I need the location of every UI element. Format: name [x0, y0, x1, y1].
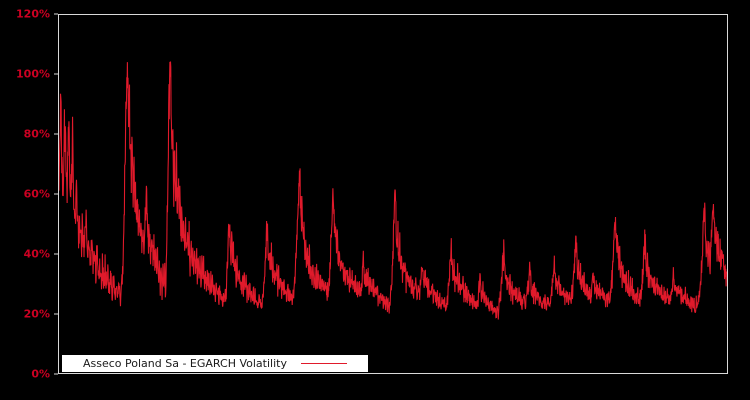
- legend-line-swatch: [300, 363, 347, 364]
- y-axis-tick-mark: [54, 73, 58, 75]
- y-axis-tick-label: 80%: [23, 127, 50, 141]
- y-axis-tick-mark: [54, 193, 58, 195]
- volatility-series: [59, 61, 727, 320]
- legend-box: Asseco Poland Sa - EGARCH Volatility: [62, 355, 368, 372]
- y-axis-tick-label: 120%: [16, 7, 50, 21]
- y-axis-tick-label: 40%: [23, 247, 50, 261]
- y-axis-tick-label: 100%: [16, 67, 50, 81]
- y-axis-tick-mark: [54, 13, 58, 15]
- y-axis-tick-mark: [54, 373, 58, 375]
- y-axis-tick-mark: [54, 133, 58, 135]
- plot-area: [58, 14, 728, 374]
- y-axis-tick-label: 0%: [31, 367, 50, 381]
- y-axis-tick-mark: [54, 313, 58, 315]
- legend-label: Asseco Poland Sa - EGARCH Volatility: [83, 357, 287, 370]
- y-axis-tick-label: 20%: [23, 307, 50, 321]
- y-axis-tick-mark: [54, 253, 58, 255]
- y-axis: 0% 20% 40% 60% 80% 100% 120%: [0, 0, 58, 400]
- series-line: [59, 61, 727, 320]
- y-axis-tick-label: 60%: [23, 187, 50, 201]
